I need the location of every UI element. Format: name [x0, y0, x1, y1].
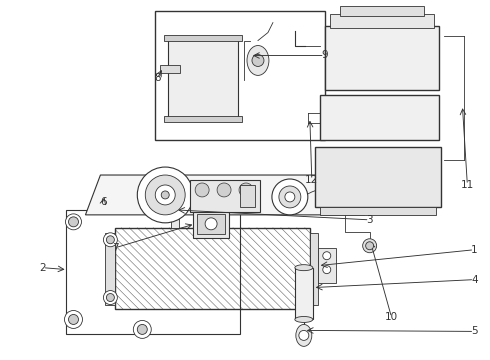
Bar — [190, 180, 260, 212]
Text: 2: 2 — [39, 263, 46, 273]
Text: 8: 8 — [154, 73, 161, 84]
Circle shape — [366, 242, 374, 250]
Circle shape — [103, 291, 118, 305]
Circle shape — [195, 183, 209, 197]
Circle shape — [137, 167, 193, 223]
Bar — [310, 233, 318, 305]
Bar — [315, 147, 441, 207]
Text: 1: 1 — [471, 245, 478, 255]
Circle shape — [217, 183, 231, 197]
Bar — [168, 39, 238, 118]
Text: 12: 12 — [305, 175, 318, 185]
Ellipse shape — [296, 324, 312, 346]
Text: 9: 9 — [321, 50, 328, 60]
Bar — [168, 196, 182, 202]
Text: 11: 11 — [461, 180, 474, 190]
Bar — [164, 35, 242, 41]
Circle shape — [103, 233, 118, 247]
Circle shape — [161, 191, 169, 199]
Text: 5: 5 — [471, 327, 478, 336]
Bar — [164, 116, 242, 122]
Bar — [340, 6, 424, 15]
Text: 10: 10 — [385, 312, 398, 323]
Bar — [66, 210, 240, 334]
Bar — [330, 14, 435, 28]
Bar — [240, 185, 255, 207]
Circle shape — [279, 186, 301, 208]
Bar — [197, 214, 225, 234]
Bar — [320, 207, 437, 215]
Ellipse shape — [295, 265, 313, 271]
Circle shape — [272, 179, 308, 215]
Circle shape — [205, 218, 217, 230]
Bar — [318, 248, 336, 283]
Circle shape — [145, 175, 185, 215]
Circle shape — [69, 315, 78, 324]
Circle shape — [323, 266, 331, 274]
Text: 3: 3 — [367, 215, 373, 225]
Circle shape — [133, 320, 151, 338]
Ellipse shape — [295, 316, 313, 323]
Circle shape — [363, 239, 377, 253]
Bar — [115, 228, 310, 310]
Circle shape — [65, 310, 82, 328]
Circle shape — [155, 185, 175, 205]
Circle shape — [137, 324, 147, 334]
Ellipse shape — [247, 45, 269, 75]
Bar — [155, 11, 325, 140]
Text: 6: 6 — [100, 197, 107, 207]
Bar — [160, 66, 180, 73]
Circle shape — [170, 205, 180, 215]
Circle shape — [299, 330, 309, 340]
Polygon shape — [85, 175, 380, 215]
Circle shape — [106, 236, 114, 244]
Text: 7: 7 — [112, 243, 119, 253]
Bar — [193, 210, 229, 238]
Circle shape — [323, 252, 331, 260]
Circle shape — [285, 192, 295, 202]
Bar — [320, 95, 440, 140]
Text: 4: 4 — [471, 275, 478, 285]
Circle shape — [252, 54, 264, 67]
Circle shape — [66, 214, 81, 230]
Bar — [295, 268, 313, 319]
Circle shape — [239, 183, 253, 197]
Circle shape — [69, 217, 78, 227]
Bar — [171, 200, 179, 228]
Bar — [325, 26, 440, 90]
Bar — [105, 233, 115, 305]
Circle shape — [106, 293, 114, 302]
